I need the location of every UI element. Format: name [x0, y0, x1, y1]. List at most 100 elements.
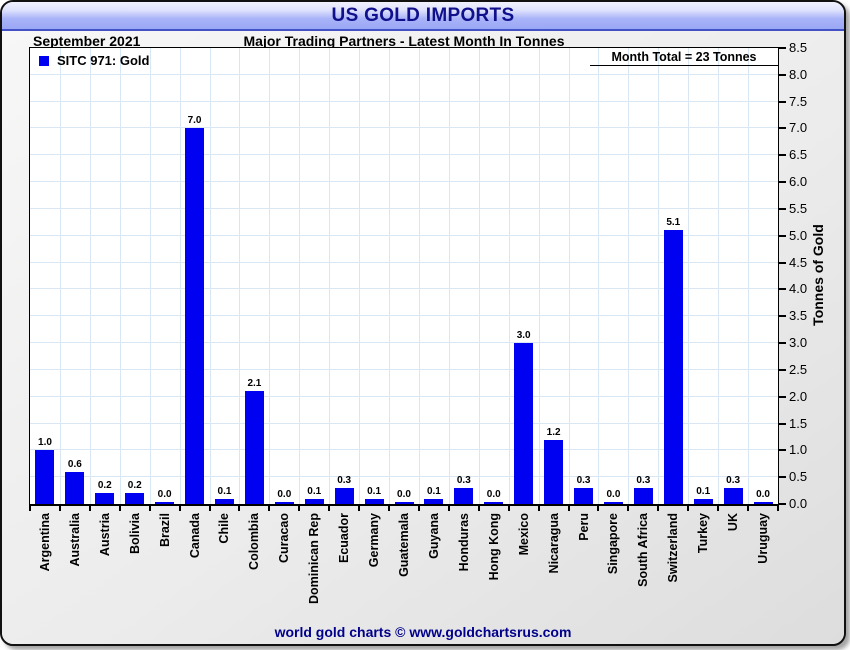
legend: SITC 971: Gold — [39, 53, 149, 68]
x-axis-label-uk: UK — [726, 513, 741, 532]
gridline-horizontal — [30, 261, 778, 263]
x-axis-tick — [447, 506, 450, 511]
gridline-vertical — [59, 48, 61, 504]
bar-bolivia — [125, 493, 145, 504]
bar-singapore — [603, 502, 623, 504]
gridline-vertical — [568, 48, 570, 504]
bar-south-africa — [633, 488, 653, 504]
gridline-vertical — [628, 48, 630, 504]
y-axis-tick-label: 4.5 — [789, 254, 808, 270]
gridline-vertical — [508, 48, 510, 504]
x-axis-tick — [507, 506, 510, 511]
gridline-vertical — [748, 48, 750, 504]
gridline-vertical — [478, 48, 480, 504]
y-axis-tick — [779, 234, 786, 237]
x-axis-tick — [567, 506, 570, 511]
x-axis-tick — [417, 506, 420, 511]
gridline-horizontal — [30, 127, 778, 129]
gridline-horizontal — [30, 342, 778, 344]
bar-ecuador — [334, 488, 354, 504]
bar-colombia — [244, 391, 264, 504]
x-axis-label-colombia: Colombia — [247, 513, 262, 570]
page-title: US GOLD IMPORTS — [331, 5, 515, 26]
gridline-horizontal — [30, 449, 778, 451]
x-axis-label-mexico: Mexico — [516, 513, 531, 556]
bar-austria — [95, 493, 115, 504]
bar-value-label: 0.0 — [606, 489, 621, 500]
bar-turkey — [693, 499, 713, 504]
y-axis-tick-label: 0.5 — [789, 469, 808, 485]
x-axis-label-peru: Peru — [576, 513, 591, 541]
gridline-vertical — [359, 48, 361, 504]
bar-value-label: 0.3 — [456, 475, 471, 486]
gridline-horizontal — [30, 422, 778, 424]
bar-argentina — [35, 450, 55, 504]
y-axis-tick — [779, 181, 786, 184]
gridline-horizontal — [30, 234, 778, 236]
bar-honduras — [454, 488, 474, 504]
x-axis-label-australia: Australia — [67, 513, 82, 567]
x-axis-label-germany: Germany — [367, 513, 382, 568]
bar-value-label: 0.0 — [397, 489, 411, 500]
bar-value-label: 0.0 — [157, 489, 172, 500]
x-axis-tick — [268, 506, 271, 511]
y-axis-tick-label: 5.5 — [789, 200, 808, 216]
bar-value-label: 0.2 — [97, 480, 112, 491]
x-axis-label-turkey: Turkey — [696, 513, 711, 554]
bar-guyana — [424, 499, 444, 504]
x-axis-tick — [148, 506, 151, 511]
y-axis-tick-label: 3.0 — [789, 335, 808, 351]
bar-value-label: 0.3 — [636, 475, 651, 486]
y-axis-tick-label: 6.0 — [789, 174, 808, 190]
bar-brazil — [155, 502, 175, 504]
bar-nicaragua — [544, 440, 564, 504]
bar-canada — [185, 128, 205, 504]
bar-uruguay — [753, 502, 773, 504]
bar-uk — [723, 488, 743, 504]
y-axis-tick-label: 2.0 — [789, 388, 808, 404]
y-axis-tick-label: 7.0 — [789, 120, 808, 136]
gridline-horizontal — [30, 288, 778, 290]
gridline-vertical — [119, 48, 121, 504]
x-axis-tick — [208, 506, 211, 511]
bar-value-label: 7.0 — [187, 115, 202, 126]
x-axis-tick — [328, 506, 331, 511]
x-axis-label-south-africa: South Africa — [636, 513, 651, 587]
plot-area: 1.0 0.6 0.2 0.2 0.0 7.0 0.1 2.1 0.0 0.1 0.3 0.1 0.0 0… — [29, 47, 779, 506]
x-axis-tick — [747, 506, 750, 511]
gridline-vertical — [209, 48, 211, 504]
bar-switzerland — [663, 230, 683, 504]
y-axis-tick-label: 4.0 — [789, 281, 808, 297]
y-axis-tick-label: 0.0 — [789, 496, 808, 511]
bar-value-label: 0.3 — [337, 475, 352, 486]
bar-mexico — [514, 343, 534, 504]
gridline-vertical — [538, 48, 540, 504]
y-axis-tick-label: 1.5 — [789, 415, 808, 431]
legend-swatch-icon — [39, 55, 49, 66]
y-axis-tick-label: 3.5 — [789, 308, 808, 324]
y-axis-tick — [779, 73, 786, 76]
bar-value-label: 0.6 — [67, 459, 82, 470]
y-axis-tick — [779, 503, 786, 505]
x-axis-label-guyana: Guyana — [426, 513, 441, 559]
y-axis-tick — [779, 476, 786, 479]
y-axis-tick-label: 7.5 — [789, 93, 808, 109]
x-axis-tick — [717, 506, 720, 511]
bar-chile — [214, 499, 234, 504]
gridline-horizontal — [30, 207, 778, 209]
gridline-vertical — [89, 48, 91, 504]
y-axis-tick — [779, 207, 786, 210]
bar-value-label: 0.0 — [277, 489, 292, 500]
gridline-vertical — [269, 48, 271, 504]
x-axis-tick — [358, 506, 361, 511]
y-axis-tick — [779, 449, 786, 452]
gridline-vertical — [179, 48, 181, 504]
y-axis-title: Tonnes of Gold — [810, 224, 826, 326]
gridline-horizontal — [30, 315, 778, 317]
y-axis-tick-label: 8.5 — [789, 40, 808, 55]
bar-value-label: 0.3 — [726, 475, 741, 486]
bar-hong-kong — [484, 502, 504, 504]
bar-value-label: 0.1 — [426, 486, 441, 497]
bar-value-label: 0.1 — [367, 486, 382, 497]
title-bar: US GOLD IMPORTS — [2, 2, 844, 31]
